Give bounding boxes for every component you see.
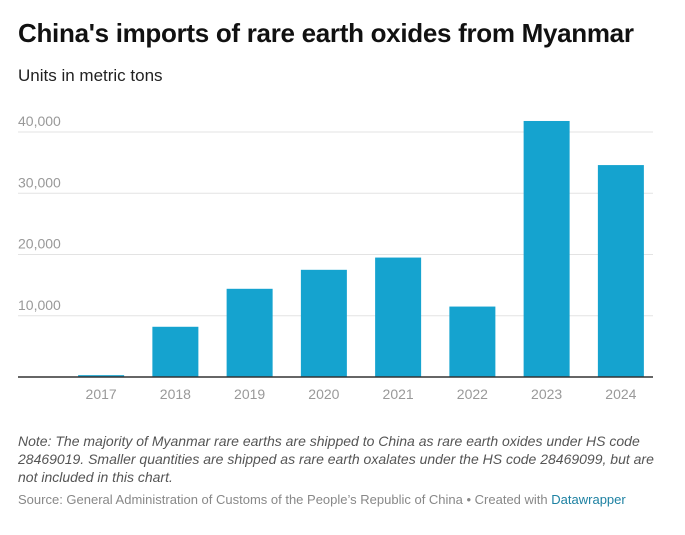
bar <box>78 375 125 377</box>
chart: 10,000 20,000 30,000 40,000 2017 2018 2019 2020… <box>18 113 653 402</box>
chart-title: China's imports of rare earth oxides fro… <box>18 18 634 48</box>
x-tick-label: 2017 <box>86 386 117 402</box>
x-tick-label: 2021 <box>383 386 414 402</box>
bar <box>152 326 199 377</box>
x-tick-label: 2022 <box>457 386 488 402</box>
bar <box>597 165 644 377</box>
source: Source: General Administration of Custom… <box>18 492 548 507</box>
y-tick-label: 30,000 <box>18 174 61 190</box>
x-tick-label: 2020 <box>308 386 339 402</box>
bar <box>300 269 347 377</box>
credit-link[interactable]: Datawrapper <box>551 492 626 507</box>
bar <box>523 120 570 377</box>
y-tick-label: 20,000 <box>18 236 61 252</box>
x-tick-label: 2018 <box>160 386 191 402</box>
note: Note: The majority of Myanmar rare earth… <box>18 433 654 485</box>
y-tick-label: 10,000 <box>18 297 61 313</box>
y-tick-label: 40,000 <box>18 113 61 129</box>
x-tick-label: 2024 <box>605 386 636 402</box>
x-tick-label: 2023 <box>531 386 562 402</box>
chart-subtitle: Units in metric tons <box>18 66 163 85</box>
source-line: Source: General Administration of Custom… <box>18 492 626 507</box>
bar <box>226 288 273 377</box>
x-tick-label: 2019 <box>234 386 265 402</box>
bar <box>449 306 496 377</box>
bar <box>375 257 422 377</box>
